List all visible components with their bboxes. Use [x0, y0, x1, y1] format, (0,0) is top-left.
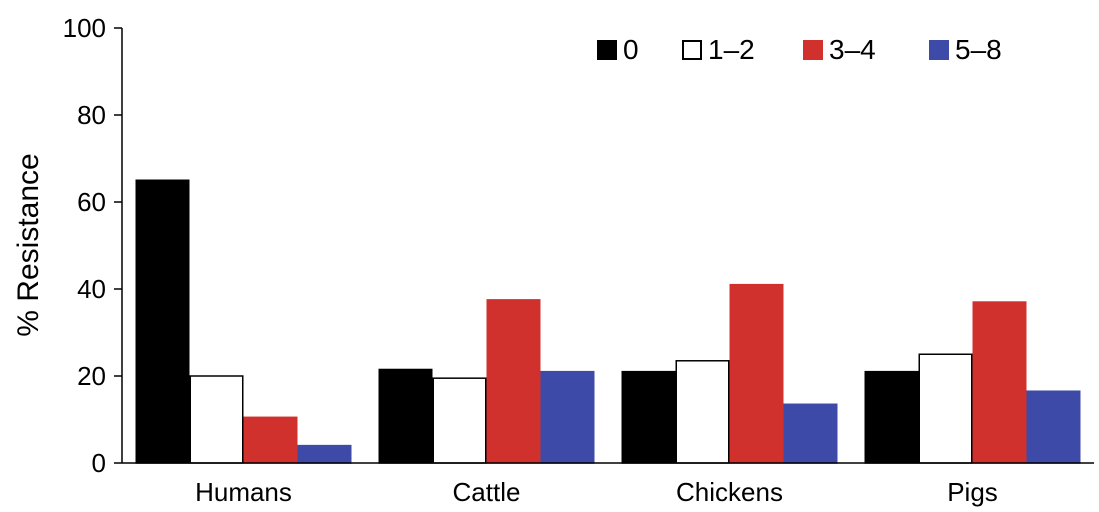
legend: 0 1–2 3–4 5–8 — [597, 34, 1002, 65]
bar-humans-series-3 — [297, 444, 352, 464]
bar-cattle-series-3 — [540, 370, 595, 464]
bar-chickens-series-2 — [729, 283, 784, 464]
bar-pigs-series-1 — [918, 353, 973, 464]
legend-label: 0 — [623, 34, 639, 65]
bar-cattle-series-0 — [378, 368, 433, 464]
y-tick-label: 60 — [77, 187, 106, 217]
legend-label: 5–8 — [955, 34, 1002, 65]
legend-swatch — [682, 40, 702, 60]
y-axis: 0 20 40 60 80 100 — [63, 13, 123, 478]
x-axis: Humans Cattle Chickens Pigs — [122, 462, 1094, 507]
bar-chickens-series-1 — [675, 360, 730, 464]
y-tick-label: 100 — [63, 13, 106, 43]
y-axis-title: % Resistance — [12, 153, 45, 336]
bar-pigs-series-3 — [1026, 390, 1081, 464]
bars-group — [135, 179, 1081, 464]
x-category-label: Cattle — [453, 477, 521, 507]
legend-swatch — [597, 40, 617, 60]
y-tick-label: 20 — [77, 361, 106, 391]
bar-cattle-series-2 — [486, 299, 541, 464]
bar-chickens-series-0 — [621, 370, 676, 464]
y-tick-label: 0 — [92, 448, 106, 478]
bar-cattle-series-1 — [432, 377, 487, 464]
bar-humans-series-1 — [189, 375, 244, 464]
y-tick-label: 40 — [77, 274, 106, 304]
bar-chickens-series-3 — [783, 403, 838, 464]
bar-humans-series-2 — [243, 416, 298, 464]
bar-pigs-series-2 — [972, 301, 1027, 464]
legend-label: 3–4 — [829, 34, 876, 65]
legend-swatch — [929, 40, 949, 60]
legend-label: 1–2 — [708, 34, 755, 65]
y-tick-label: 80 — [77, 100, 106, 130]
legend-swatch — [803, 40, 823, 60]
x-category-label: Chickens — [676, 477, 783, 507]
bar-pigs-series-0 — [864, 370, 919, 464]
x-category-label: Humans — [195, 477, 292, 507]
x-category-label: Pigs — [947, 477, 998, 507]
bar-humans-series-0 — [135, 179, 190, 464]
